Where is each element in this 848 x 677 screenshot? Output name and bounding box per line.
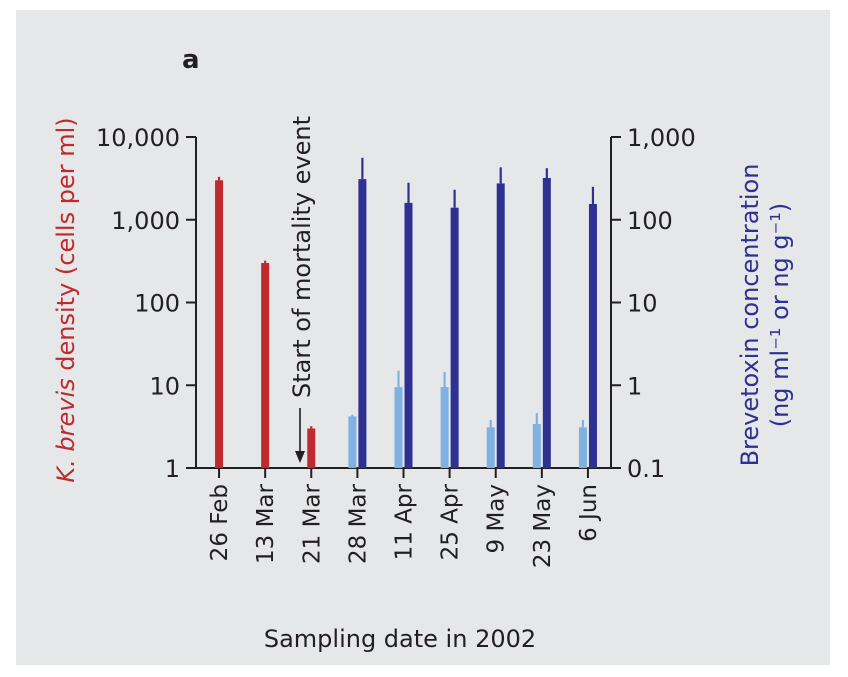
bar [215, 180, 224, 468]
left-tick-label: 10,000 [96, 124, 180, 152]
left-axis-title-rest: density (cells per ml) [52, 117, 80, 378]
bar [532, 424, 541, 468]
bar [486, 427, 495, 468]
panel-label: a [182, 45, 200, 75]
x-tick-label: 26 Feb [207, 484, 233, 561]
x-tick-label: 11 Apr [392, 483, 418, 560]
bar [358, 179, 367, 468]
bar [440, 387, 449, 468]
labels-group: 1 10 100 1,000 10,000 0.1 1 10 100 1,000 26 Feb 13 … [96, 124, 696, 568]
x-tick-label: 21 Mar [299, 483, 325, 564]
bars-group [215, 157, 597, 469]
x-axis-title: Sampling date in 2002 [264, 625, 536, 653]
figure-panel: 1 10 100 1,000 10,000 0.1 1 10 100 1,000 26 Feb 13 … [16, 10, 830, 665]
x-tick-label: 28 Mar [345, 483, 371, 564]
right-axis-title-line2: (ng ml⁻¹ or ng g⁻¹) [766, 203, 794, 428]
left-tick-label: 10 [149, 372, 180, 400]
bar [542, 177, 551, 468]
left-tick-label: 1,000 [111, 207, 180, 235]
x-tick-label: 9 May [484, 484, 510, 554]
right-tick-label: 10 [627, 290, 658, 318]
x-tick-label: 25 Apr [438, 483, 464, 560]
bar [404, 202, 413, 468]
x-tick-label: 13 Mar [253, 483, 279, 564]
axes-group [186, 136, 621, 478]
mortality-arrow-head [295, 451, 305, 463]
bar-chart: 1 10 100 1,000 10,000 0.1 1 10 100 1,000 26 Feb 13 … [52, 45, 794, 653]
bar [496, 183, 505, 469]
right-tick-label: 1,000 [627, 124, 696, 152]
left-axis-title-italic: K. brevis [52, 378, 80, 482]
left-axis-title: K. brevis density (cells per ml) [52, 117, 80, 482]
bar [450, 207, 459, 468]
x-tick-label: 23 May [530, 484, 556, 568]
bar [588, 204, 597, 468]
bar [261, 263, 270, 468]
mortality-annotation: Start of mortality event [288, 116, 316, 398]
bar [348, 416, 357, 468]
bar [307, 428, 316, 468]
x-tick-label: 6 Jun [576, 484, 602, 542]
bar [394, 387, 403, 468]
bar [578, 427, 587, 468]
left-tick-label: 1 [165, 455, 180, 483]
left-tick-label: 100 [134, 290, 180, 318]
right-axis-title-line1: Brevetoxin concentration [736, 164, 764, 467]
right-tick-label: 0.1 [627, 455, 665, 483]
right-tick-label: 100 [627, 207, 673, 235]
right-tick-label: 1 [627, 372, 642, 400]
